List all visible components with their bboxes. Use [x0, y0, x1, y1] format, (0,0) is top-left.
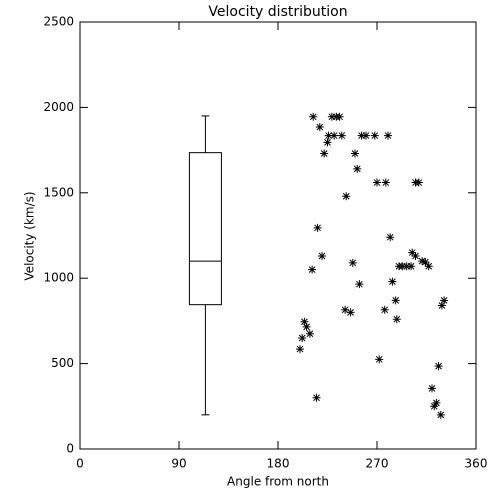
- point: [386, 233, 395, 242]
- point: [313, 223, 322, 232]
- x-tick-label: 180: [267, 457, 290, 471]
- point: [407, 262, 416, 271]
- point: [327, 112, 336, 121]
- point: [324, 131, 333, 140]
- point: [342, 192, 351, 201]
- point: [309, 112, 318, 121]
- x-tick-label: 270: [366, 457, 389, 471]
- point: [346, 308, 355, 317]
- point: [370, 131, 379, 140]
- x-tick-label: 90: [171, 457, 186, 471]
- point: [392, 315, 401, 324]
- point: [402, 262, 411, 271]
- point: [351, 149, 359, 158]
- point: [300, 317, 309, 326]
- y-axis-label: Velocity (km/s): [23, 191, 37, 280]
- point: [353, 164, 362, 173]
- x-tick-label: 360: [465, 457, 488, 471]
- point: [357, 131, 366, 140]
- point: [391, 296, 400, 305]
- point: [434, 362, 443, 371]
- point: [388, 277, 397, 286]
- point: [437, 301, 446, 310]
- point: [414, 178, 423, 187]
- y-tick-label: 2500: [43, 15, 74, 29]
- point: [296, 345, 304, 354]
- point: [312, 393, 321, 402]
- point: [384, 131, 392, 140]
- point: [308, 265, 317, 274]
- y-tick-label: 1500: [43, 185, 74, 199]
- chart-title: Velocity distribution: [208, 4, 347, 20]
- point: [337, 131, 346, 140]
- point: [380, 305, 389, 314]
- point: [418, 257, 427, 266]
- point: [323, 138, 332, 147]
- y-tick-label: 1000: [43, 271, 74, 285]
- point: [398, 262, 407, 271]
- point: [428, 384, 436, 393]
- point: [330, 131, 339, 140]
- y-tick-label: 0: [66, 442, 74, 456]
- point: [373, 178, 381, 187]
- point: [341, 305, 350, 314]
- point: [375, 355, 384, 364]
- y-tick-label: 2000: [43, 100, 74, 114]
- point: [440, 296, 449, 305]
- point: [348, 258, 357, 267]
- point: [432, 398, 441, 407]
- point: [298, 333, 307, 342]
- point: [302, 322, 311, 331]
- point: [315, 123, 324, 132]
- y-tick-label: 500: [51, 356, 74, 370]
- point: [411, 251, 420, 260]
- point: [421, 257, 430, 266]
- point: [305, 329, 314, 338]
- point: [362, 131, 370, 140]
- point: [424, 262, 433, 271]
- point: [320, 149, 329, 158]
- point: [430, 402, 439, 411]
- x-axis-label: Angle from north: [227, 475, 329, 489]
- plot-frame: [79, 21, 477, 450]
- point: [381, 178, 390, 187]
- point: [318, 251, 326, 260]
- point: [436, 410, 445, 419]
- box: [188, 152, 222, 306]
- point: [408, 248, 417, 257]
- point: [355, 280, 364, 289]
- x-tick-label: 0: [76, 457, 84, 471]
- point: [335, 112, 344, 121]
